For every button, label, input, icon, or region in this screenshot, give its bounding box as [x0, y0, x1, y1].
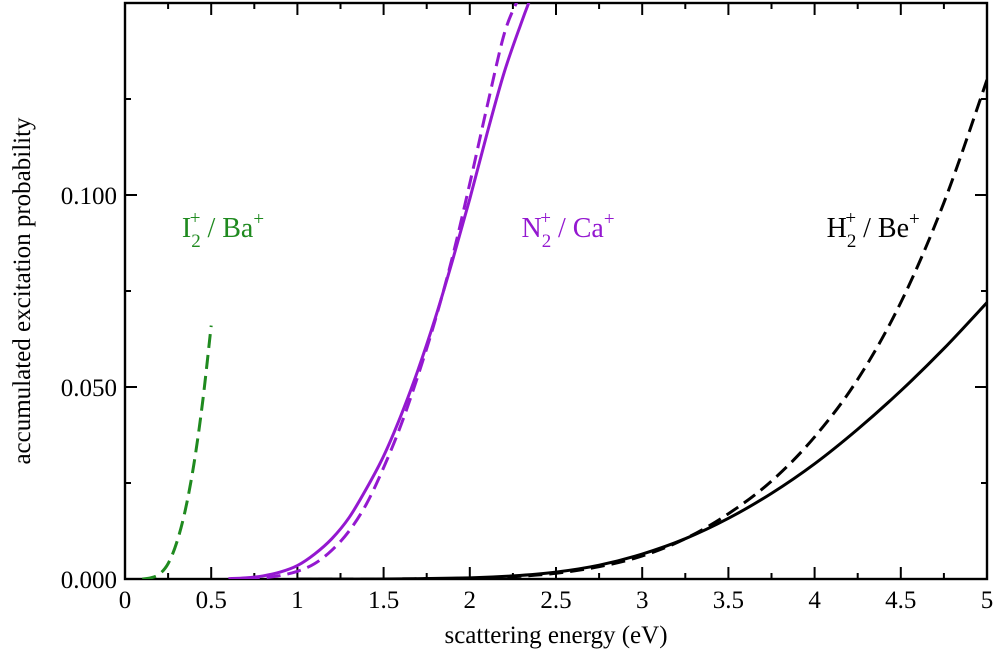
y-tick-label: 0.100 — [61, 183, 117, 210]
series-annotation-i2: I2+ / Ba+ — [182, 208, 264, 252]
x-tick-label: 4.5 — [885, 587, 916, 614]
series-line — [297, 301, 987, 579]
y-tick-label: 0.050 — [61, 375, 117, 402]
series-line — [228, 3, 531, 579]
x-tick-label: 4 — [808, 587, 821, 614]
x-tick-label: 1 — [291, 587, 304, 614]
x-axis-title: scattering energy (eV) — [444, 622, 667, 649]
plot-frame — [123, 1, 989, 581]
series-annotation-n2: N2+ / Ca+ — [522, 208, 615, 252]
y-axis-title: accumulated excitation probability — [9, 117, 36, 465]
x-tick-label: 2.5 — [540, 587, 571, 614]
x-tick-label: 3 — [636, 587, 649, 614]
series-annotation-h2: H2+ / Be+ — [827, 208, 920, 252]
x-tick-label: 1.5 — [368, 587, 399, 614]
y-tick-label: 0.000 — [61, 567, 117, 594]
x-tick-label: 3.5 — [713, 587, 744, 614]
series-line — [245, 3, 519, 579]
x-tick-label: 0 — [119, 587, 132, 614]
series-line — [297, 79, 987, 579]
x-tick-label: 2 — [464, 587, 477, 614]
x-tick-label: 0.5 — [196, 587, 227, 614]
x-tick-label: 5 — [981, 587, 994, 614]
series-line — [142, 325, 213, 579]
